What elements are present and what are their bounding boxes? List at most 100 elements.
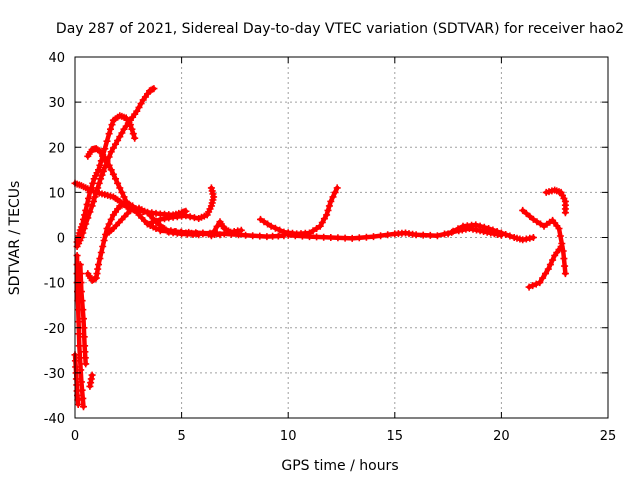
data-point	[320, 233, 328, 241]
data-point	[73, 381, 81, 389]
data-point	[131, 134, 139, 142]
data-point	[105, 153, 113, 161]
data-point	[489, 226, 497, 234]
data-point	[419, 231, 427, 239]
data-point	[318, 219, 326, 226]
data-point	[84, 214, 92, 222]
data-point	[81, 348, 89, 356]
data-point	[109, 170, 117, 178]
data-point	[109, 144, 117, 152]
data-point	[454, 225, 462, 233]
series-arc-19	[86, 371, 96, 390]
axes: 0 5 10 15 20 25 -40 -30 -20 -10 0 10 20 30 40	[44, 51, 617, 444]
data-point	[112, 175, 119, 183]
data-point	[86, 208, 94, 216]
data-point	[107, 125, 114, 133]
y-tick-label: -30	[44, 367, 65, 382]
data-point	[533, 218, 541, 226]
data-point	[526, 212, 534, 220]
data-point	[171, 228, 178, 236]
data-point	[107, 215, 115, 223]
data-point	[190, 214, 198, 222]
data-series	[71, 85, 569, 411]
data-point	[182, 212, 190, 220]
data-point	[327, 234, 335, 241]
y-tick-label: -20	[44, 322, 65, 337]
series-arc-14	[525, 243, 565, 291]
x-axis-label: GPS time / hours	[281, 458, 398, 474]
data-point	[112, 140, 119, 148]
data-point	[99, 152, 107, 160]
data-point	[186, 213, 194, 221]
data-point	[316, 222, 324, 230]
series-arc-12	[444, 221, 537, 244]
data-point	[92, 188, 100, 196]
data-point	[137, 100, 145, 108]
data-point	[549, 256, 557, 264]
series-arc-15	[542, 186, 569, 217]
data-point	[306, 233, 313, 241]
data-point	[99, 167, 107, 175]
data-point	[355, 234, 363, 242]
data-point	[334, 234, 342, 242]
data-point	[348, 234, 356, 242]
data-point	[78, 297, 86, 305]
data-point	[79, 229, 87, 237]
data-point	[327, 197, 335, 205]
data-point	[324, 206, 332, 214]
data-point	[529, 234, 537, 241]
data-point	[79, 394, 87, 402]
data-point	[260, 218, 268, 226]
data-point	[276, 226, 284, 234]
data-point	[95, 179, 103, 187]
data-point	[493, 228, 501, 235]
y-axis-label: SDTVAR / TECUs	[7, 181, 23, 296]
y-tick-label: 10	[48, 186, 65, 201]
data-point	[89, 179, 97, 187]
data-point	[81, 354, 89, 362]
data-point	[546, 261, 554, 269]
data-point	[472, 221, 480, 229]
data-point	[325, 202, 333, 210]
data-point	[525, 283, 533, 291]
data-point	[556, 232, 564, 240]
data-point	[75, 330, 83, 338]
data-point	[72, 375, 80, 383]
series-arc-10	[257, 184, 341, 238]
data-point	[519, 206, 527, 214]
data-point	[185, 228, 193, 236]
data-point	[100, 237, 108, 244]
data-point	[267, 222, 275, 230]
data-point	[150, 85, 158, 93]
data-point	[485, 225, 493, 232]
y-tick-label: -10	[44, 277, 65, 292]
data-point	[192, 229, 200, 237]
data-point	[101, 145, 109, 153]
data-point	[384, 231, 392, 239]
data-point	[329, 193, 337, 201]
data-point	[82, 360, 90, 368]
data-point	[433, 232, 441, 240]
data-point	[444, 230, 452, 238]
data-point	[107, 166, 115, 174]
data-point	[97, 249, 105, 256]
data-point	[98, 171, 106, 179]
x-tick-label: 10	[280, 429, 297, 444]
data-point	[331, 188, 339, 196]
data-point	[77, 270, 85, 278]
data-point	[412, 231, 420, 239]
data-point	[80, 403, 87, 411]
chart-title: Day 287 of 2021, Sidereal Day-to-day VTE…	[56, 21, 624, 37]
data-point	[83, 200, 91, 208]
data-point	[284, 231, 292, 239]
data-point	[97, 157, 105, 165]
x-tick-label: 15	[387, 429, 404, 444]
data-point	[555, 225, 563, 232]
data-point	[237, 226, 245, 234]
data-point	[118, 188, 126, 196]
data-point	[313, 233, 321, 241]
data-point	[271, 224, 279, 232]
data-point	[298, 232, 306, 240]
data-point	[156, 227, 164, 235]
